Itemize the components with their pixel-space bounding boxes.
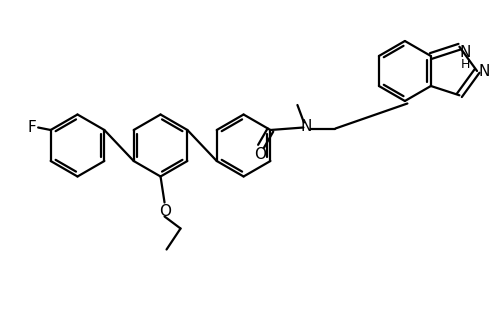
Text: O: O [254,147,266,162]
Text: N: N [300,119,312,134]
Text: N: N [460,45,471,60]
Text: F: F [28,120,36,135]
Text: N: N [478,64,490,78]
Text: H: H [460,58,470,71]
Text: O: O [160,204,172,219]
